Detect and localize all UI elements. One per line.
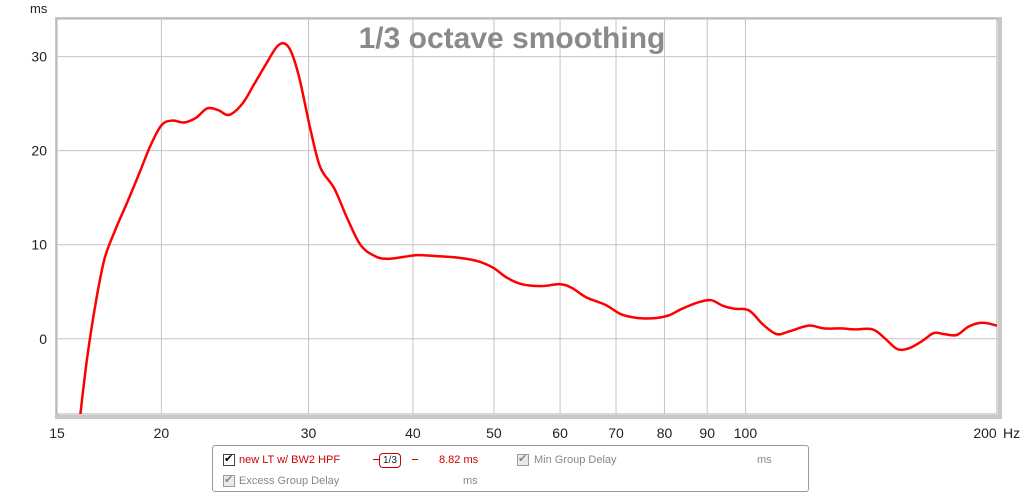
x-tick-label: 60 [552,425,568,440]
smoothing-dash-right [412,459,418,460]
y-tick-label: 20 [31,143,47,159]
check-mark-icon: ✔ [518,453,528,465]
excess-group-delay-value: ms [463,475,478,487]
y-tick-label: 10 [31,237,47,253]
series-line [79,41,997,414]
series-label: new LT w/ BW2 HPF [239,454,341,466]
x-tick-label: 90 [699,425,715,440]
x-tick-label: 70 [608,425,624,440]
grid-lines [57,19,997,414]
excess-group-delay-checkbox[interactable]: ✔ [223,474,235,487]
legend-panel: ✔ new LT w/ BW2 HPF 1/3 8.82 ms ✔ Min Gr… [212,445,809,492]
min-group-delay-checkbox[interactable]: ✔ [517,453,529,466]
min-group-delay-value: ms [757,454,772,466]
x-tick-label: 80 [657,425,673,440]
x-tick-label: 200 [973,425,997,440]
series-value: 8.82 ms [439,454,479,466]
legend-row-series: ✔ new LT w/ BW2 HPF 1/3 8.82 ms ✔ Min Gr… [223,451,803,469]
y-tick-label: 0 [39,331,47,347]
min-group-delay-label: Min Group Delay [534,454,617,466]
series-layer [79,41,997,414]
series-checkbox[interactable]: ✔ [223,453,235,466]
x-tick-label: 40 [405,425,421,440]
x-tick-labels: 15 20 30 40 50 60 70 80 90 100 200 [49,425,997,440]
y-tick-labels: 0 10 20 30 [31,49,47,347]
x-tick-label: 30 [301,425,317,440]
y-tick-label: 30 [31,49,47,65]
smoothing-selector[interactable]: 1/3 [379,453,401,468]
legend-row-excess: ✔ Excess Group Delay ms [223,472,803,490]
check-mark-icon: ✔ [224,474,234,486]
plot-area [56,18,998,415]
y-axis-unit: ms [30,1,48,16]
group-delay-chart: 1/3 octave smoothing 0 10 20 30 15 20 30 40 50 6… [30,1,1020,440]
x-axis-unit: Hz [1003,425,1020,440]
x-tick-label: 50 [486,425,502,440]
x-tick-label: 15 [49,425,65,440]
excess-group-delay-label: Excess Group Delay [239,475,340,487]
x-tick-label: 100 [734,425,758,440]
smoothing-dash-left [373,459,379,460]
check-mark-icon: ✔ [224,453,234,465]
chart-title: 1/3 octave smoothing [359,22,666,55]
x-tick-label: 20 [154,425,170,440]
